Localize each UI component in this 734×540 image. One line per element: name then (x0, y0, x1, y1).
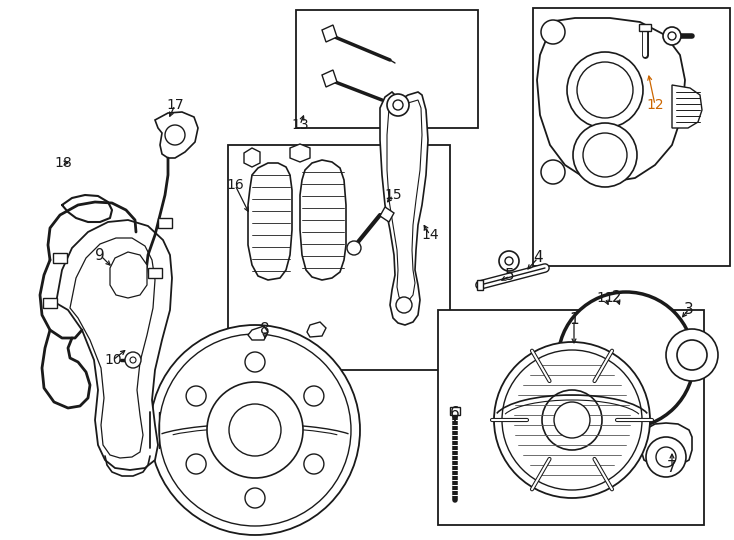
Polygon shape (322, 25, 337, 42)
Bar (639, 24, 651, 31)
Circle shape (186, 454, 206, 474)
Circle shape (207, 382, 303, 478)
Polygon shape (110, 252, 147, 298)
Polygon shape (537, 18, 685, 182)
Circle shape (347, 241, 361, 255)
Text: 15: 15 (384, 188, 401, 202)
Polygon shape (307, 322, 326, 337)
Bar (148, 268, 162, 278)
Circle shape (668, 32, 676, 40)
Circle shape (396, 297, 412, 313)
Circle shape (393, 100, 403, 110)
Text: 7: 7 (667, 461, 677, 476)
Text: 17: 17 (166, 98, 184, 112)
Text: 5: 5 (505, 268, 515, 284)
Polygon shape (244, 148, 260, 167)
Circle shape (666, 329, 718, 381)
Circle shape (502, 350, 642, 490)
Polygon shape (477, 280, 483, 290)
Text: 13: 13 (291, 118, 309, 132)
Bar (43, 298, 57, 308)
Text: 18: 18 (54, 156, 72, 170)
Polygon shape (641, 423, 692, 468)
Bar (533, 8, 730, 266)
Circle shape (541, 160, 565, 184)
Polygon shape (155, 112, 198, 158)
Text: 11: 11 (596, 291, 614, 305)
Circle shape (677, 340, 707, 370)
Circle shape (541, 20, 565, 44)
Text: 14: 14 (421, 228, 439, 242)
Circle shape (165, 125, 185, 145)
Circle shape (387, 94, 409, 116)
Text: 2: 2 (612, 291, 622, 306)
Text: 3: 3 (684, 301, 694, 316)
Circle shape (304, 454, 324, 474)
Polygon shape (248, 163, 292, 280)
Text: 1: 1 (569, 313, 579, 327)
Circle shape (245, 352, 265, 372)
Bar (450, 407, 460, 415)
Circle shape (245, 488, 265, 508)
Polygon shape (322, 70, 337, 87)
Circle shape (573, 123, 637, 187)
Text: 12: 12 (646, 98, 664, 112)
Text: 10: 10 (104, 353, 122, 367)
Text: 8: 8 (260, 322, 270, 338)
Circle shape (304, 386, 324, 406)
Circle shape (159, 334, 351, 526)
Circle shape (186, 386, 206, 406)
Circle shape (663, 27, 681, 45)
Bar (438, 310, 704, 525)
Bar (53, 253, 67, 263)
Circle shape (554, 402, 590, 438)
Circle shape (646, 437, 686, 477)
Polygon shape (56, 220, 172, 470)
Circle shape (150, 325, 360, 535)
Circle shape (542, 390, 602, 450)
Polygon shape (290, 144, 310, 162)
Circle shape (583, 133, 627, 177)
Polygon shape (380, 207, 394, 222)
Polygon shape (672, 85, 702, 128)
Bar (228, 145, 450, 370)
Circle shape (558, 292, 694, 428)
Circle shape (494, 342, 650, 498)
Circle shape (125, 352, 141, 368)
Text: 4: 4 (533, 251, 543, 266)
Polygon shape (300, 160, 346, 280)
Bar (158, 218, 172, 228)
Polygon shape (380, 92, 428, 325)
Circle shape (229, 404, 281, 456)
Polygon shape (70, 238, 155, 458)
Circle shape (499, 251, 519, 271)
Text: 6: 6 (450, 406, 460, 421)
Circle shape (656, 447, 676, 467)
Text: 9: 9 (95, 247, 105, 262)
Circle shape (505, 257, 513, 265)
Circle shape (577, 62, 633, 118)
Circle shape (567, 52, 643, 128)
Text: 16: 16 (226, 178, 244, 192)
Polygon shape (248, 326, 268, 340)
Circle shape (130, 357, 136, 363)
Bar (296, 10, 478, 128)
Polygon shape (387, 100, 422, 300)
